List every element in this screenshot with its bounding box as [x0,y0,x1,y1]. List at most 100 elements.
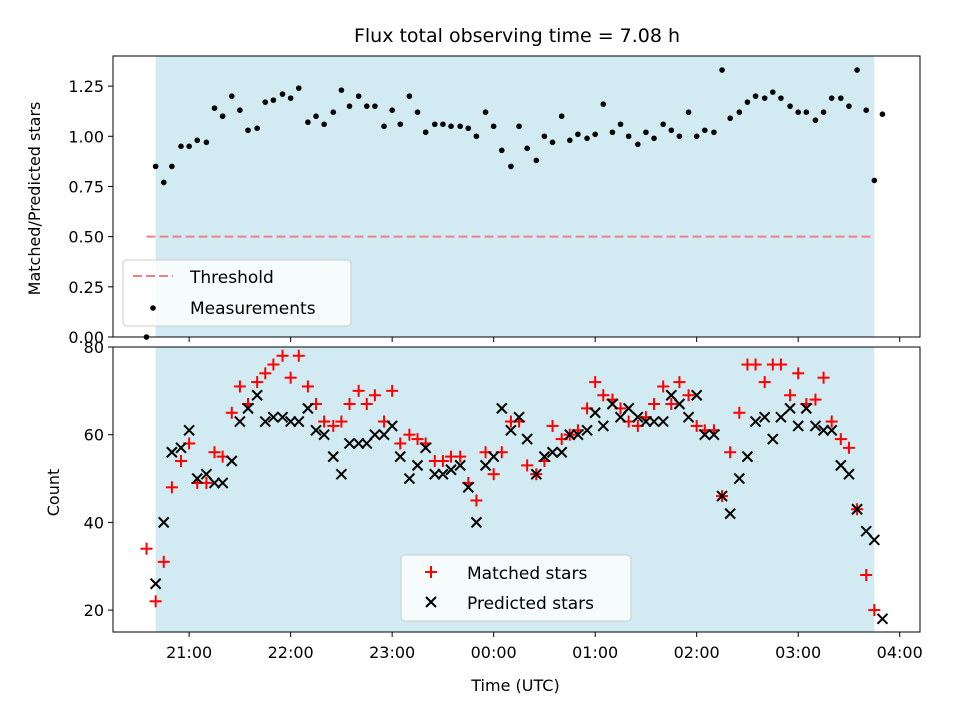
measurement-point [397,121,404,128]
bottom-xtick-label: 23:00 [369,643,415,662]
matched-star-marker [589,376,602,389]
measurement-point [592,131,598,138]
measurement-point [237,107,243,113]
predicted-star-d2 [251,389,263,401]
predicted-star-d2 [327,450,339,463]
predicted-star-marker [158,516,170,529]
measurement-point [295,85,302,91]
measurement-point [440,121,446,128]
matched-star-marker [411,433,424,446]
top-ytick-label: 0.00 [68,328,104,347]
predicted-star-d2 [733,472,746,485]
predicted-star-d2 [632,411,644,423]
matched-star-marker [792,367,805,380]
legend-measurements-label: Measurements [190,299,316,319]
predicted-star-marker [251,389,263,401]
bottom-legend: Matched stars Predicted stars [400,554,632,622]
predicted-star-marker [581,424,593,437]
measurement-point [473,133,480,140]
predicted-star-d2 [267,411,280,423]
predicted-star-marker [479,459,492,472]
measurement-point [203,139,210,146]
measurement-point [178,143,184,150]
predicted-star-d2 [394,450,406,463]
measurement-point [820,109,827,115]
predicted-star-d2 [158,516,170,529]
measurement-point [609,129,616,136]
matched-star-marker [403,428,416,441]
measurement-point [625,133,632,140]
predicted-star-d2 [825,424,838,437]
matched-star-marker [276,349,289,362]
legend-threshold-label: Threshold [189,268,274,288]
bottom-ylabel: Count [44,469,63,517]
predicted-star-marker [149,578,162,590]
measurement-point [541,133,548,140]
bottom-ytick-label: 60 [84,426,104,445]
predicted-star-marker [597,420,609,432]
predicted-star-marker [267,411,280,423]
measurement-point [305,119,311,126]
matched-star-marker [470,494,483,507]
measurement-point [727,115,733,122]
matched-star-marker [352,384,365,397]
predicted-star-d2 [234,415,246,428]
predicted-star-marker [386,420,398,432]
predicted-star-d2 [648,415,660,428]
predicted-star-marker [318,428,330,441]
measurement-point [702,127,708,134]
predicted-star-d2 [572,428,584,441]
matched-star-marker [368,389,381,402]
measurement-point [186,143,192,150]
predicted-star-d2 [690,389,703,401]
measurement-point [533,157,540,164]
predicted-star-marker [682,411,695,423]
predicted-star-d2 [640,415,652,428]
predicted-star-marker [462,481,474,494]
predicted-star-d2 [437,468,449,480]
predicted-star-d2 [411,459,424,472]
bottom-xtick-label: 01:00 [572,643,618,662]
measurement-point [490,123,497,130]
predicted-star-d2 [716,490,728,502]
measurement-point [414,109,421,115]
top-ylabel: Matched/Predicted stars [25,102,44,296]
predicted-star-d2 [200,468,213,480]
predicted-star-marker [513,411,525,423]
predicted-star-d2 [226,455,238,467]
matched-star-marker [225,406,238,419]
measurement-point [160,179,167,186]
predicted-star-marker [530,468,543,480]
predicted-star-d2 [216,477,229,489]
matched-star-marker [327,419,340,432]
bottom-xlabel: Time (UTC) [470,676,559,695]
predicted-star-d2 [208,477,221,489]
matched-star-marker [454,450,467,463]
predicted-star-d2 [665,389,678,401]
predicted-star-d2 [673,398,686,410]
measurement-point [752,93,759,99]
predicted-star-d2 [597,420,609,432]
predicted-star-marker [521,433,533,445]
predicted-star-marker [226,455,238,467]
predicted-star-marker [496,402,508,415]
predicted-star-d2 [191,472,203,485]
measurement-point [524,145,530,152]
predicted-star-marker [259,415,271,428]
measurement-point [431,121,438,128]
predicted-star-marker [876,613,889,625]
measurement-point [219,113,226,120]
predicted-star-d2 [419,442,432,454]
matched-star-marker [733,406,746,419]
matched-star-marker [809,393,822,406]
predicted-star-d2 [276,411,289,423]
predicted-star-marker [673,398,686,410]
legend-predicted-label: Predicted stars [467,594,594,614]
predicted-star-d2 [800,402,813,415]
predicted-star-d2 [622,402,635,415]
predicted-star-d2 [378,428,390,441]
matched-star-marker [360,398,373,410]
predicted-star-d2 [369,428,381,441]
top-legend: Threshold Measurements [122,259,352,327]
predicted-star-marker [775,411,787,423]
